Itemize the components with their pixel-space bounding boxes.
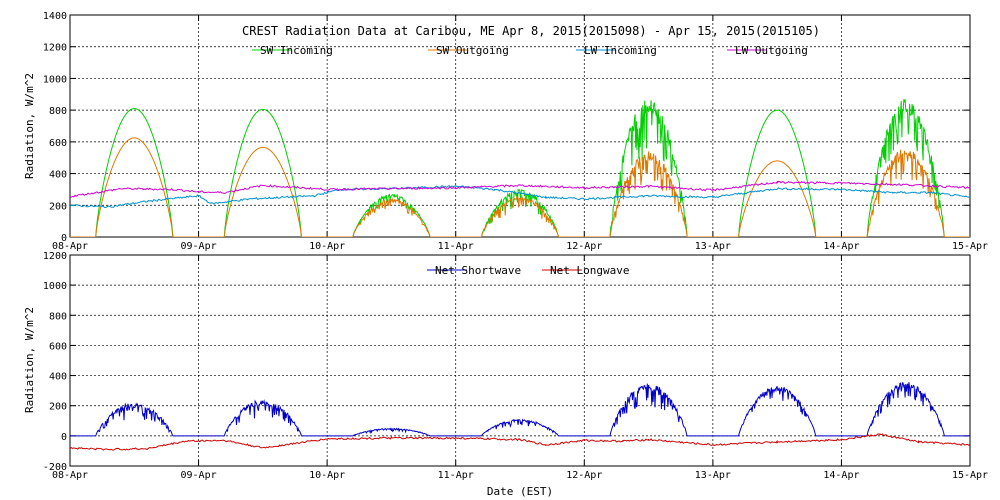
x-tick-label: 10-Apr xyxy=(309,470,345,481)
chart-title: CREST Radiation Data at Caribou, ME Apr … xyxy=(242,24,820,38)
y-tick-label: 400 xyxy=(49,372,67,383)
x-tick-label: 14-Apr xyxy=(823,470,859,481)
x-tick-label: 08-Apr xyxy=(52,241,88,252)
y-tick-label: 200 xyxy=(49,402,67,413)
y-tick-label: 800 xyxy=(49,106,67,117)
plot-frame xyxy=(69,254,971,467)
y-tick-label: 1000 xyxy=(43,281,67,292)
x-tick-label: 15-Apr xyxy=(952,470,988,481)
series-line-net-longwave xyxy=(70,433,970,451)
y-tick-label: 200 xyxy=(49,201,67,212)
x-tick-label: 12-Apr xyxy=(566,470,602,481)
series-line-net-shortwave xyxy=(70,382,970,437)
legend-label: Net Longwave xyxy=(550,264,629,277)
y-tick-label: -200 xyxy=(43,462,67,473)
y-axis-title: Radiation, W/m^2 xyxy=(23,307,36,413)
plot-frame xyxy=(69,14,971,238)
series-line-lw-incoming xyxy=(70,184,970,209)
legend-label: Net Shortwave xyxy=(435,264,521,277)
x-tick-label: 09-Apr xyxy=(181,470,217,481)
y-tick-label: 0 xyxy=(61,432,67,443)
x-tick-label: 13-Apr xyxy=(695,241,731,252)
y-tick-label: 600 xyxy=(49,138,67,149)
y-tick-label: 600 xyxy=(49,341,67,352)
legend-label: SW Incoming xyxy=(260,44,333,57)
y-tick-label: 0 xyxy=(61,233,67,244)
x-tick-label: 14-Apr xyxy=(823,241,859,252)
x-tick-label: 09-Apr xyxy=(181,241,217,252)
y-tick-label: 1000 xyxy=(43,74,67,85)
legend-label: LW Incoming xyxy=(584,44,657,57)
x-tick-label: 10-Apr xyxy=(309,241,345,252)
y-tick-label: 400 xyxy=(49,170,67,181)
top-panel: 0 200 400 600 800 1000 1200 1400 08-Apr 09-Apr 10-… xyxy=(23,11,988,252)
series-line-sw-incoming xyxy=(70,98,970,237)
x-tick-label: 13-Apr xyxy=(695,470,731,481)
plot-area xyxy=(70,98,970,237)
y-tick-label: 1200 xyxy=(43,251,67,262)
series-line-lw-outgoing xyxy=(70,180,970,198)
y-tick-label: 1200 xyxy=(43,43,67,54)
legend-label: SW Outgoing xyxy=(436,44,509,57)
x-tick-label: 11-Apr xyxy=(438,470,474,481)
y-axis-title: Radiation, W/m^2 xyxy=(23,73,36,179)
x-axis-title: Date (EST) xyxy=(487,485,553,498)
x-tick-label: 15-Apr xyxy=(952,241,988,252)
plot-area xyxy=(70,382,970,451)
x-tick-label: 12-Apr xyxy=(566,241,602,252)
legend-label: LW Outgoing xyxy=(735,44,808,57)
series-line-sw-outgoing xyxy=(70,137,970,237)
y-tick-label: 1400 xyxy=(43,11,67,22)
x-tick-label: 08-Apr xyxy=(52,470,88,481)
y-tick-label: 800 xyxy=(49,311,67,322)
bottom-panel: -200 0 200 400 600 800 1000 1200 08-Apr 09-Apr 10-… xyxy=(23,251,988,481)
x-tick-label: 11-Apr xyxy=(438,241,474,252)
